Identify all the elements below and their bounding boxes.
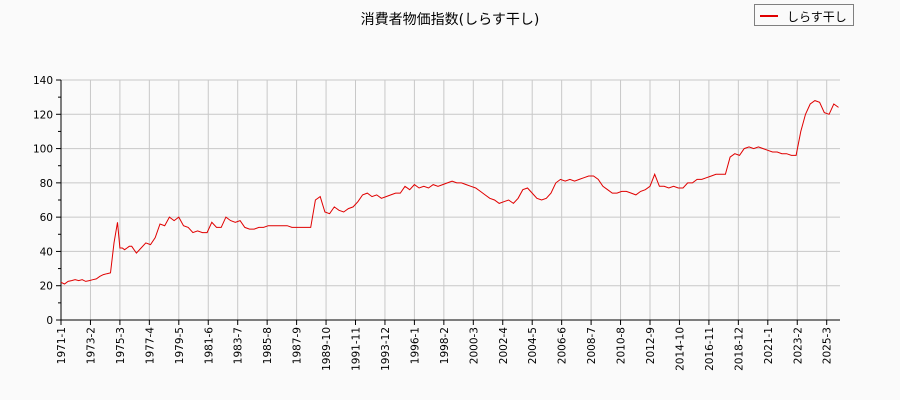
y-tick-label: 120 — [33, 109, 53, 121]
legend-label: しらす干し — [787, 10, 847, 24]
x-tick-label: 2008-7 — [586, 327, 598, 364]
x-tick-label: 1985-8 — [262, 327, 274, 364]
legend: しらす干し — [754, 4, 854, 26]
x-tick-label: 2014-10 — [674, 327, 686, 371]
x-tick-label: 1989-10 — [321, 327, 333, 371]
y-tick-label: 40 — [40, 246, 53, 258]
x-axis: 1971-1 1973-2 1975-3 1977-4 1979-5 1981-6 1983… — [56, 319, 840, 371]
x-tick-label: 2016-11 — [704, 327, 716, 371]
x-tick-label: 1983-7 — [233, 327, 245, 364]
x-tick-label: 2002-4 — [498, 327, 510, 365]
x-tick-label: 1996-1 — [409, 327, 421, 364]
x-tick-label: 1981-6 — [203, 327, 215, 365]
x-tick-label: 1973-2 — [85, 327, 97, 364]
x-tick-label: 2000-3 — [468, 327, 480, 364]
legend-swatch — [760, 15, 778, 17]
y-axis: 0 20 40 60 80 100 120 140 — [33, 75, 62, 327]
x-tick-label: 2006-6 — [557, 327, 569, 365]
grid-lines — [61, 79, 840, 320]
x-tick-label: 2004-5 — [527, 327, 539, 364]
x-tick-label: 2023-2 — [792, 327, 804, 364]
x-tick-label: 1971-1 — [56, 327, 68, 364]
chart-title: 消費者物価指数(しらす干し) — [361, 12, 540, 28]
x-tick-label: 1987-9 — [292, 327, 304, 364]
x-tick-label: 1991-11 — [351, 327, 363, 371]
x-tick-label: 1975-3 — [115, 327, 127, 364]
series-line-shirasu — [60, 100, 839, 285]
x-tick-label: 1993-12 — [380, 327, 392, 371]
x-tick-label: 2018-12 — [733, 327, 745, 371]
y-tick-label: 0 — [46, 315, 53, 327]
x-tick-label: 1998-2 — [439, 327, 451, 364]
y-tick-label: 20 — [40, 281, 53, 293]
x-tick-label: 2010-8 — [616, 327, 628, 364]
x-tick-label: 1977-4 — [144, 327, 156, 365]
x-tick-label: 2021-1 — [763, 327, 775, 364]
y-tick-label: 80 — [40, 178, 53, 190]
x-tick-label: 1979-5 — [174, 327, 186, 364]
y-tick-label: 100 — [33, 144, 53, 156]
y-tick-label: 140 — [33, 75, 53, 87]
y-tick-label: 60 — [40, 212, 53, 224]
x-tick-label: 2012-9 — [645, 327, 657, 364]
x-tick-label: 2025-3 — [822, 327, 834, 364]
